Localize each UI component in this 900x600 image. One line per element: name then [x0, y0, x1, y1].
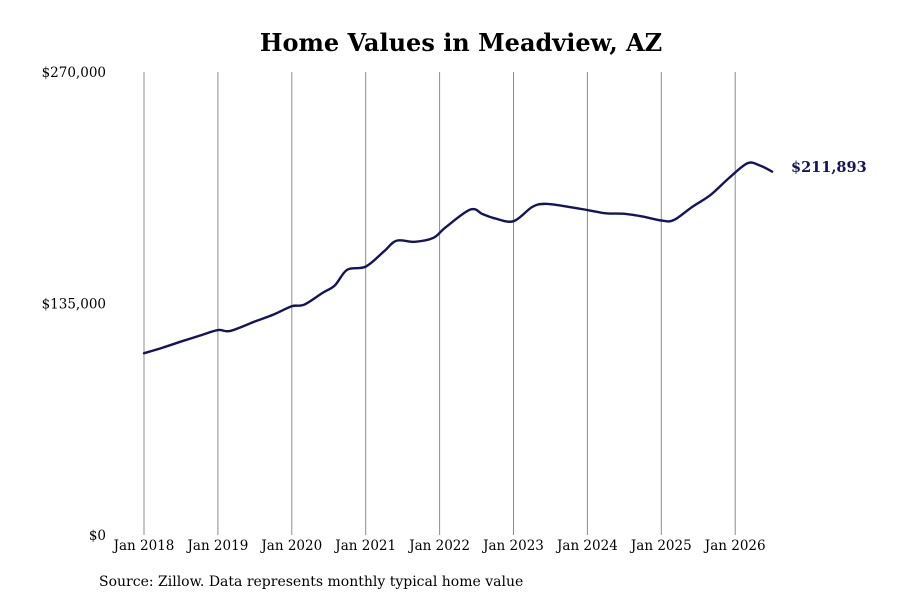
x-tick-label: Jan 2024	[555, 538, 618, 554]
series-layer: $211,893	[142, 159, 867, 355]
y-tick-label: $270,000	[42, 65, 106, 81]
x-tick-label: Jan 2019	[185, 538, 248, 554]
x-axis-ticks: Jan 2018 Jan 2019 Jan 2020 Jan 2021 Jan 2022…	[112, 538, 766, 554]
gridlines	[143, 72, 736, 535]
end-value-label: $211,893	[791, 159, 867, 176]
x-tick-label: Jan 2025	[629, 538, 692, 554]
x-tick-label: Jan 2022	[407, 538, 470, 554]
x-tick-label: Jan 2023	[481, 538, 544, 554]
series-line	[142, 161, 774, 355]
y-axis-ticks: $0 $135,000 $270,000	[42, 65, 106, 544]
x-tick-label: Jan 2018	[112, 538, 175, 554]
chart-title: Home Values in Meadview, AZ	[259, 28, 663, 57]
x-tick-label: Jan 2021	[333, 538, 396, 554]
x-tick-label: Jan 2020	[259, 538, 322, 554]
y-tick-label: $0	[89, 528, 106, 544]
y-tick-label: $135,000	[42, 297, 106, 313]
x-tick-label: Jan 2026	[703, 538, 766, 554]
source-note: Source: Zillow. Data represents monthly …	[99, 574, 524, 590]
